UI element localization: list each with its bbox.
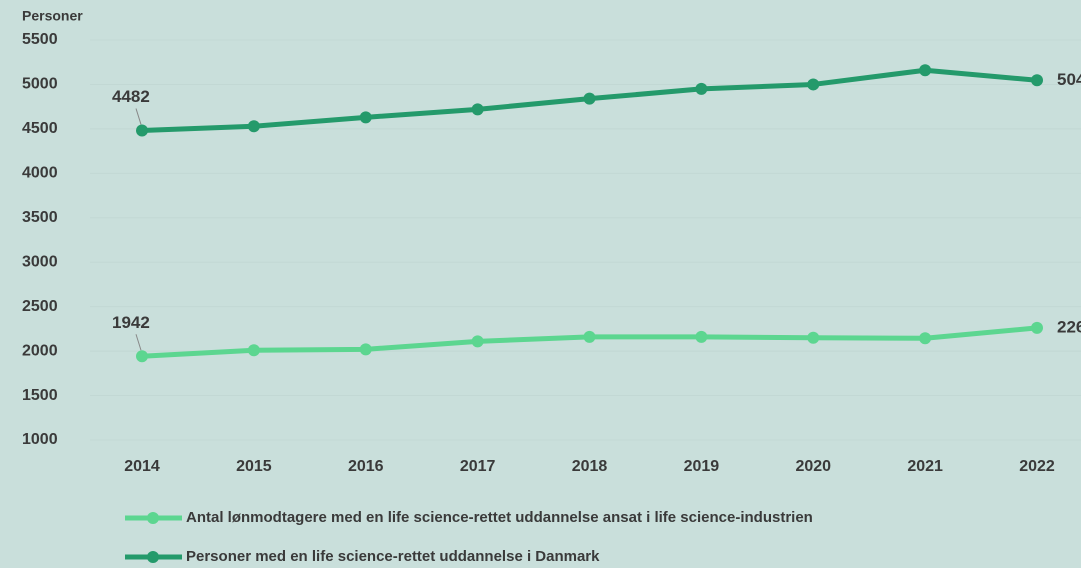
y-tick-label: 5000 [22, 76, 58, 93]
data-point [359, 111, 372, 124]
value-label: 1942 [112, 313, 150, 332]
data-point [136, 350, 148, 363]
data-point [247, 344, 260, 357]
legend-label: Antal lønmodtagere med en life science-r… [186, 509, 813, 526]
y-tick-label: 1000 [22, 431, 58, 448]
value-label: 4482 [112, 87, 150, 106]
data-point [583, 330, 596, 343]
y-axis-label: Personer [22, 8, 83, 24]
x-tick-label: 2018 [572, 458, 608, 475]
data-point [136, 124, 148, 137]
y-tick-label: 5500 [22, 31, 58, 48]
data-point [919, 332, 932, 345]
data-point [919, 64, 932, 77]
data-point [1031, 321, 1043, 334]
y-tick-label: 1500 [22, 387, 58, 404]
x-tick-label: 2019 [684, 458, 720, 475]
x-tick-label: 2015 [236, 458, 272, 475]
data-point [695, 82, 708, 95]
legend-marker [147, 551, 159, 563]
y-tick-label: 3500 [22, 209, 58, 226]
x-tick-label: 2020 [795, 458, 831, 475]
x-tick-label: 2017 [460, 458, 496, 475]
data-point [1031, 74, 1043, 87]
y-tick-label: 2000 [22, 342, 58, 359]
x-tick-label: 2016 [348, 458, 384, 475]
data-point [471, 335, 484, 348]
y-tick-label: 4000 [22, 165, 58, 182]
data-point [807, 78, 820, 91]
legend-marker [147, 512, 159, 524]
data-point [471, 103, 484, 116]
data-point [247, 120, 260, 133]
label-leader [135, 334, 142, 351]
value-label: 5047 [1057, 70, 1081, 89]
x-tick-label: 2022 [1019, 458, 1055, 475]
label-leader [135, 108, 142, 125]
y-tick-label: 3000 [22, 253, 58, 270]
y-tick-label: 4500 [22, 120, 58, 137]
value-label: 2261 [1057, 317, 1081, 336]
data-point [359, 343, 372, 356]
legend-label: Personer med en life science-rettet udda… [186, 548, 600, 565]
x-tick-label: 2014 [124, 458, 160, 475]
y-tick-label: 2500 [22, 298, 58, 315]
x-tick-label: 2021 [907, 458, 943, 475]
data-point [807, 331, 820, 344]
data-point [583, 92, 596, 105]
data-point [695, 330, 708, 343]
